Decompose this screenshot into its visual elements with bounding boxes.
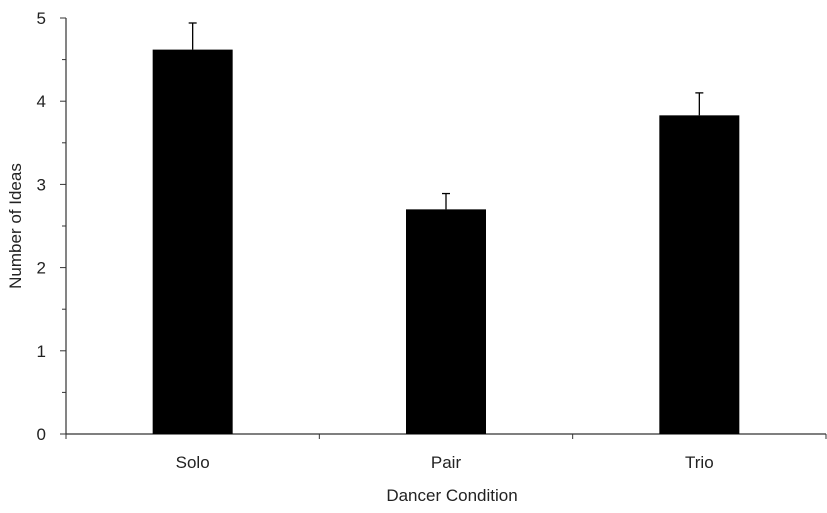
x-tick-label: Pair xyxy=(431,453,462,472)
x-axis-ticks: Solo Pair Trio xyxy=(65,434,827,472)
y-tick-label: 3 xyxy=(37,175,46,194)
y-tick-label: 0 xyxy=(37,425,46,444)
error-bars xyxy=(188,22,704,210)
x-tick-label: Trio xyxy=(685,453,714,472)
y-axis-title: Number of Ideas xyxy=(6,163,25,289)
y-axis-ticks: 0 1 2 3 4 5 xyxy=(37,9,66,444)
x-axis-title: Dancer Condition xyxy=(386,486,517,505)
y-tick-label: 4 xyxy=(37,92,46,111)
bar-pair xyxy=(406,209,486,434)
bar-solo xyxy=(152,49,233,435)
y-tick-label: 1 xyxy=(37,342,46,361)
x-tick-label: Solo xyxy=(176,453,210,472)
bar-trio xyxy=(659,115,740,435)
y-tick-label: 5 xyxy=(37,9,46,28)
bars xyxy=(152,49,740,435)
y-tick-label: 2 xyxy=(37,259,46,278)
